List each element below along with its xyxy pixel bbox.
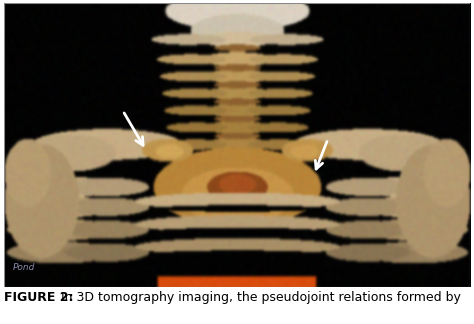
Text: Pond: Pond bbox=[13, 263, 36, 272]
Text: FIGURE 2:: FIGURE 2: bbox=[4, 291, 73, 304]
Text: In 3D tomography imaging, the pseudojoint relations formed by: In 3D tomography imaging, the pseudojoin… bbox=[61, 291, 461, 304]
